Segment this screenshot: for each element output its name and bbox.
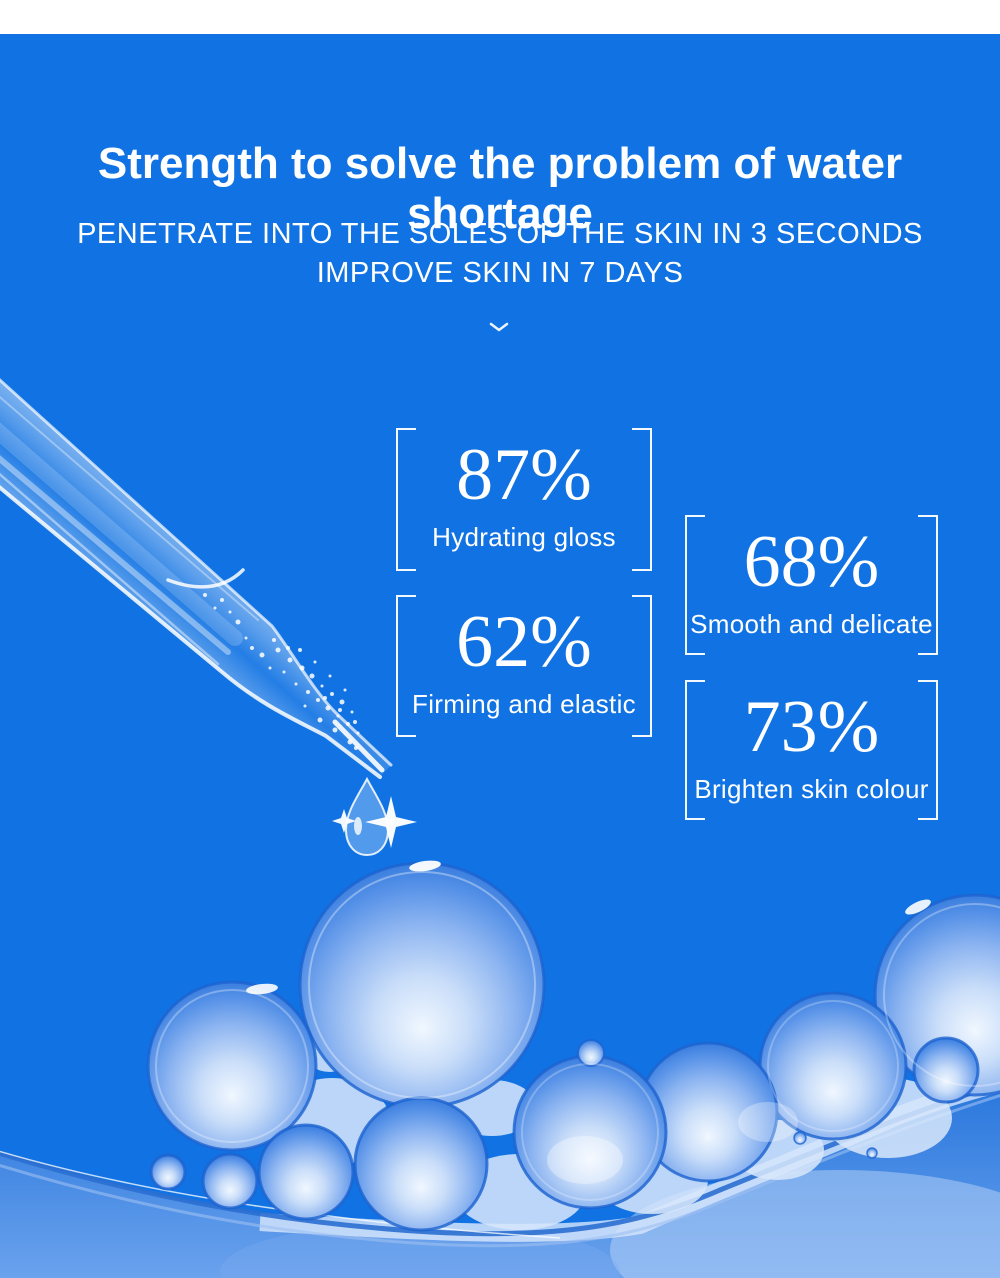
stat-block-hydrating-gloss: 87% Hydrating gloss — [396, 428, 652, 571]
stat-label: Brighten skin colour — [694, 774, 929, 804]
subheadline: PENETRATE INTO THE SOLES OF THE SKIN IN … — [0, 215, 1000, 293]
stat-label: Hydrating gloss — [432, 522, 616, 552]
bubble — [149, 1153, 187, 1191]
bubble — [873, 893, 1000, 1097]
bubble — [201, 1152, 259, 1210]
droplet — [344, 776, 390, 857]
bubble — [866, 1147, 878, 1159]
bracket-right — [918, 515, 938, 655]
sparkle-icon — [332, 796, 417, 848]
bubble — [257, 1123, 355, 1221]
water-surface — [0, 1073, 1000, 1278]
bubble — [577, 1039, 605, 1067]
top-strip — [0, 0, 1000, 34]
stat-value: 62% — [456, 601, 592, 683]
bubble — [353, 1096, 489, 1232]
subheadline-line-1: PENETRATE INTO THE SOLES OF THE SKIN IN … — [77, 218, 923, 250]
stat-value: 87% — [456, 434, 592, 516]
bubble — [298, 861, 546, 1109]
stat-block-firming-elastic: 62% Firming and elastic — [396, 595, 652, 737]
bracket-left — [396, 428, 416, 571]
bracket-right — [632, 595, 652, 737]
stat-block-smooth-delicate: 68% Smooth and delicate — [685, 515, 938, 655]
stat-value: 73% — [743, 686, 880, 768]
dropper-illustration — [0, 378, 393, 779]
subheadline-line-2: IMPROVE SKIN IN 7 DAYS — [316, 257, 684, 289]
bracket-left — [396, 595, 416, 737]
bracket-left — [685, 515, 705, 655]
bubble — [512, 1054, 668, 1210]
stat-block-brighten-skin: 73% Brighten skin colour — [685, 680, 938, 820]
bubble-highlights — [155, 871, 1000, 1201]
chevron-down-icon — [489, 322, 509, 332]
bracket-left — [685, 680, 705, 820]
serum-bubbles — [203, 593, 360, 750]
headline: Strength to solve the problem of water s… — [97, 139, 903, 238]
stat-label: Smooth and delicate — [690, 609, 933, 639]
bracket-right — [918, 680, 938, 820]
bubble — [912, 1036, 980, 1104]
bracket-right — [632, 428, 652, 571]
bubble — [146, 980, 318, 1152]
stat-label: Firming and elastic — [412, 689, 636, 719]
bubble-cluster — [146, 861, 1000, 1232]
bubble — [793, 1131, 807, 1145]
bubble-speculars — [246, 860, 931, 1184]
stat-value: 68% — [743, 521, 880, 603]
